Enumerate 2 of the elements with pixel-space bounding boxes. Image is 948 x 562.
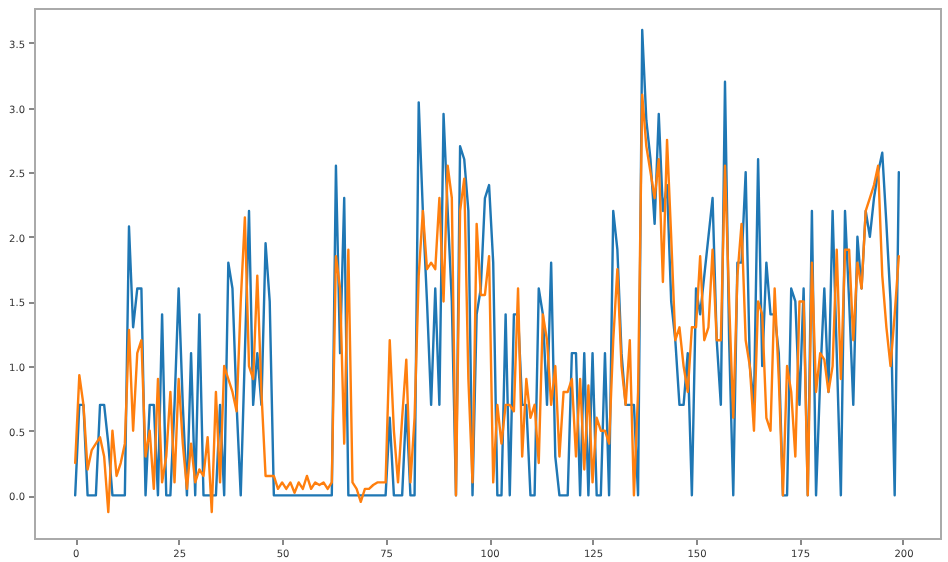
line-series bbox=[73, 28, 901, 497]
line-series bbox=[73, 93, 901, 514]
